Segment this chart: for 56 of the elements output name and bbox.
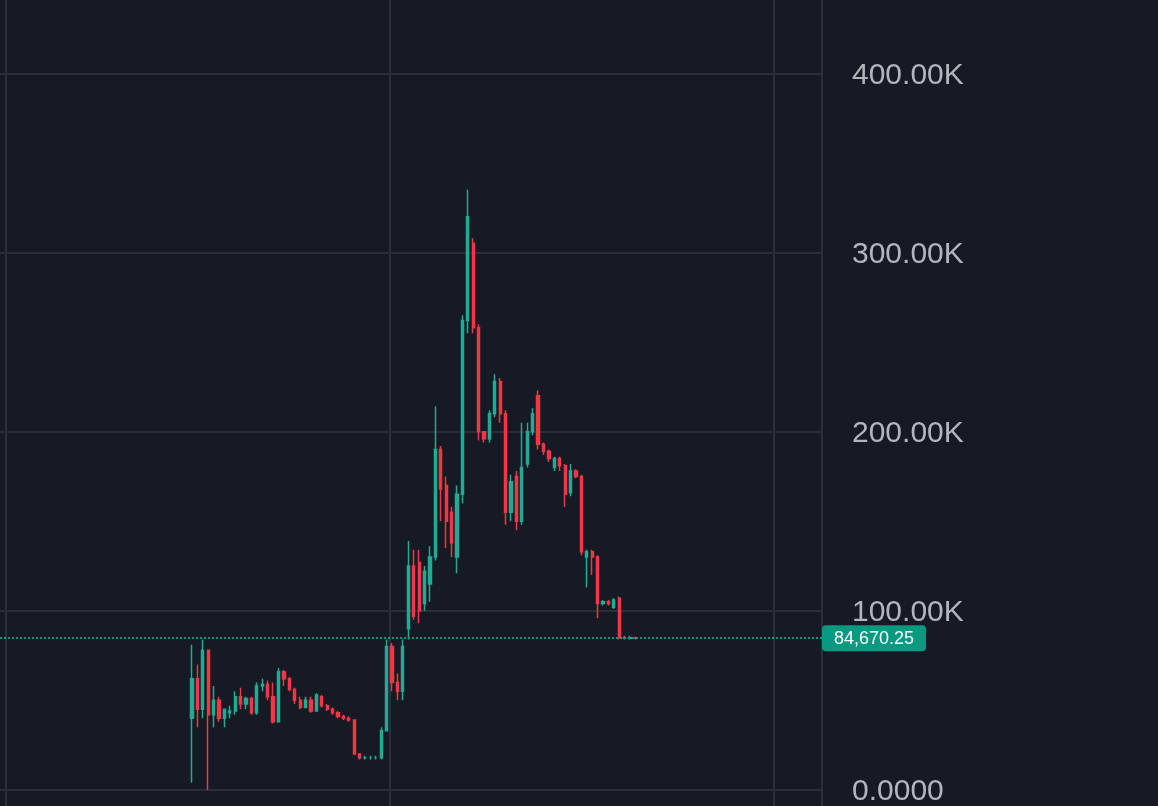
y-tick-label: 300.00K	[852, 236, 964, 270]
candlestick	[265, 679, 270, 702]
candlestick	[557, 455, 562, 472]
candlestick	[454, 484, 460, 574]
candlestick	[584, 549, 589, 589]
candlestick	[541, 441, 546, 456]
candlestick	[330, 706, 335, 716]
candlestick	[449, 506, 454, 558]
candlestick	[487, 409, 492, 444]
candlestick	[341, 713, 346, 721]
candlestick	[254, 681, 259, 716]
candlestick	[222, 708, 227, 728]
candlestick	[563, 463, 568, 508]
candlestick	[481, 430, 487, 444]
candlestick	[238, 687, 243, 711]
candlestick	[281, 669, 287, 687]
candlestick	[606, 599, 611, 607]
candlestick	[243, 695, 249, 711]
candlestick	[346, 715, 351, 723]
candlestick	[227, 704, 232, 719]
y-tick-label: 200.00K	[852, 415, 964, 449]
y-tick-label: 100.00K	[852, 594, 964, 628]
candlestick	[611, 597, 616, 610]
candlestick	[233, 690, 238, 716]
candlestick	[417, 549, 422, 625]
candlestick	[335, 710, 341, 719]
candlestick	[216, 695, 222, 723]
candlestick	[206, 649, 211, 791]
y-tick-label: 400.00K	[852, 56, 964, 90]
candlestick	[535, 389, 541, 451]
candlestick	[189, 644, 195, 784]
candlestick	[444, 475, 449, 549]
candlestick	[357, 753, 362, 761]
candlestick	[395, 672, 400, 702]
candlestick	[389, 642, 395, 693]
candlestick	[525, 421, 530, 469]
candlestick	[411, 549, 416, 621]
candlestick	[508, 473, 514, 522]
candlestick	[260, 678, 265, 693]
candlestick	[433, 405, 438, 562]
candlestick	[314, 692, 319, 712]
candlestick	[438, 445, 443, 522]
candlestick	[530, 407, 535, 436]
candlestick	[600, 599, 606, 607]
ref-line-label: 84,670.25	[834, 628, 915, 649]
candlestick	[270, 681, 276, 725]
candlestick	[573, 468, 579, 479]
candlestick	[590, 549, 595, 576]
candlestick	[195, 663, 200, 728]
candlestick	[308, 695, 314, 714]
candlestick	[427, 545, 433, 603]
candlestick	[325, 703, 330, 712]
candlestick	[211, 685, 216, 728]
y-tick-label: 0.0000	[852, 773, 944, 806]
candlestick	[519, 421, 524, 526]
candlestick	[568, 463, 573, 497]
